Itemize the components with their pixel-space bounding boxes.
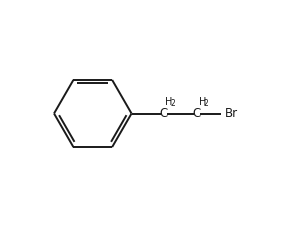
- Text: C: C: [160, 107, 168, 120]
- Text: 2: 2: [170, 99, 175, 109]
- Text: Br: Br: [224, 107, 238, 120]
- Text: 2: 2: [203, 99, 208, 109]
- Text: C: C: [193, 107, 201, 120]
- Text: H: H: [166, 97, 173, 107]
- Text: H: H: [199, 97, 206, 107]
